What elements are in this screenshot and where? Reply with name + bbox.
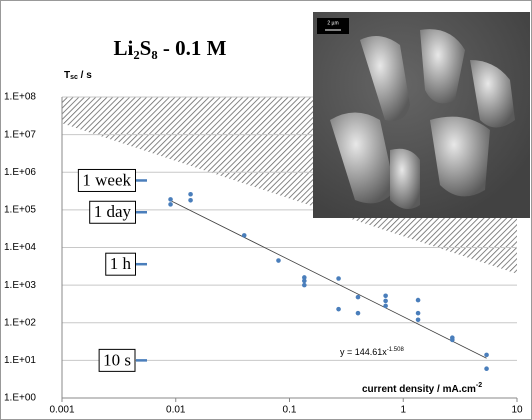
x-label-sup: -2: [476, 382, 482, 389]
data-point: [188, 191, 193, 197]
time-marker-box: [105, 252, 136, 276]
equation-sup: -1.508: [387, 347, 405, 353]
x-tick-label: 0.001: [49, 405, 74, 416]
data-point: [302, 278, 307, 284]
data-point: [302, 282, 307, 288]
time-marker-label: 1 day: [94, 202, 132, 221]
x-axis-label: current density / mA.cm-2: [362, 382, 482, 395]
data-point: [302, 275, 307, 280]
x-tick-label: 1: [400, 405, 406, 416]
y-axis-label: Tsc / s: [64, 70, 92, 81]
y-tick-label: 1.E+04: [4, 242, 36, 253]
x-label-part: current density / mA.cm: [362, 384, 476, 395]
time-marker-label: 1 h: [110, 254, 132, 273]
data-point: [415, 310, 421, 316]
y-label-sub: sc: [70, 74, 78, 81]
data-point: [383, 303, 388, 309]
trendline: [170, 200, 487, 359]
y-tick-label: 1.E+05: [4, 205, 36, 216]
data-point: [383, 298, 388, 304]
y-tick-label: 1.E+06: [4, 167, 36, 178]
time-marker-box: [89, 200, 136, 224]
data-point: [383, 293, 388, 299]
y-tick-label: 1.E+08: [4, 92, 36, 103]
data-point: [450, 337, 455, 343]
data-point: [168, 202, 173, 207]
x-tick-label: 10: [511, 405, 523, 416]
data-point: [168, 197, 173, 202]
x-tick-label: 0.01: [166, 405, 186, 416]
data-point: [241, 233, 247, 238]
data-point: [355, 294, 361, 300]
time-marker-label: 1 week: [82, 170, 131, 189]
x-tick-label: 0.1: [283, 405, 297, 416]
time-marker-label: 10 s: [103, 350, 131, 369]
data-point: [484, 352, 489, 358]
y-tick-label: 1.E+00: [4, 393, 36, 404]
data-point: [355, 310, 361, 316]
data-point: [188, 197, 193, 203]
data-point: [415, 297, 421, 303]
data-point: [336, 306, 341, 312]
chart-title: Li₂S₈ - 0.1 M: [114, 36, 227, 60]
time-marker-box: [77, 168, 136, 192]
equation-part: y = 144.61x: [340, 347, 387, 357]
trendline-equation: y = 144.61x-1.508: [340, 347, 404, 358]
data-point: [415, 317, 421, 323]
inset-image: 2 µm: [313, 12, 530, 218]
y-label-part: / s: [78, 70, 92, 81]
time-marker-box: [98, 348, 136, 372]
y-tick-label: 1.E+01: [4, 355, 36, 366]
data-point: [336, 276, 341, 281]
data-point: [276, 258, 281, 263]
y-tick-label: 1.E+02: [4, 317, 36, 328]
y-tick-label: 1.E+03: [4, 280, 36, 291]
data-point: [484, 366, 489, 372]
inset-scale-label: 2 µm: [327, 20, 338, 26]
y-label-part: T: [64, 70, 70, 81]
y-tick-label: 1.E+07: [4, 129, 36, 140]
